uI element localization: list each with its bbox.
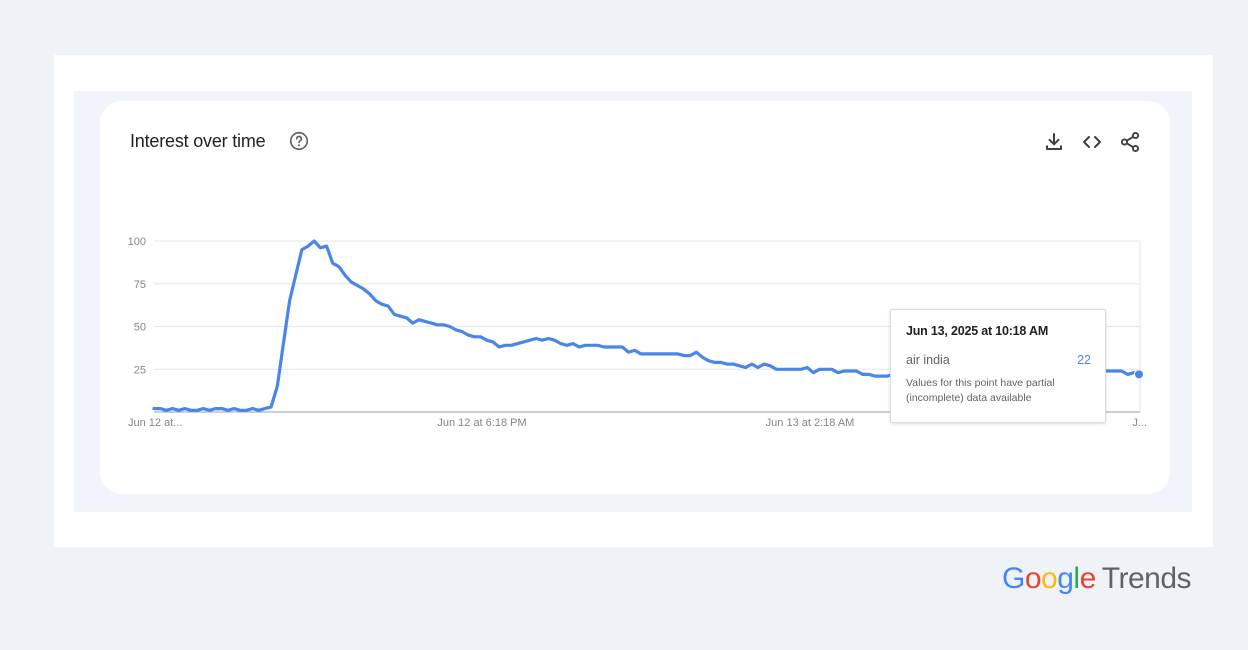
tooltip-row: air india 22 [906, 353, 1091, 367]
logo-letter: G [1002, 562, 1025, 595]
x-tick-label: Jun 13 at 2:18 AM [766, 417, 855, 429]
card-title: Interest over time [130, 131, 266, 151]
tooltip-note: Values for this point have partial (inco… [906, 376, 1091, 406]
data-point-tooltip: Jun 13, 2025 at 10:18 AM air india 22 Va… [890, 309, 1106, 423]
x-tick-label: Jun 12 at 6:18 PM [437, 417, 526, 429]
interest-over-time-card: Interest over time [100, 101, 1170, 494]
google-trends-logo: Google Trends [1002, 562, 1192, 596]
logo-letter: e [1079, 562, 1097, 595]
tooltip-note-line-2: (incomplete) data available [906, 392, 1032, 404]
x-tick-label: J... [1132, 417, 1147, 429]
download-icon[interactable] [1042, 130, 1066, 154]
tooltip-note-line-1: Values for this point have partial [906, 377, 1055, 389]
embed-code-icon[interactable] [1080, 130, 1104, 154]
logo-letter: o [1024, 562, 1042, 595]
y-tick-label: 50 [134, 322, 146, 334]
y-tick-label: 100 [128, 236, 146, 248]
y-tick-label: 25 [134, 364, 146, 376]
tooltip-term: air india [906, 353, 950, 367]
logo-letter: l [1073, 562, 1080, 595]
share-icon[interactable] [1118, 130, 1142, 154]
x-tick-label: Jun 12 at... [128, 417, 182, 429]
embed-frame: Interest over time [54, 55, 1213, 547]
interest-line-chart[interactable]: 100 75 50 25 Jun 12 at... Jun 12 at 6:18 PM Ju… [100, 101, 1170, 494]
logo-trends-word: Trends [1101, 562, 1192, 595]
chart-toolbar [1042, 130, 1142, 154]
y-tick-label: 75 [134, 279, 146, 291]
tooltip-date: Jun 13, 2025 at 10:18 AM [906, 324, 1049, 338]
embed-background: Interest over time [74, 91, 1192, 512]
help-circle-icon[interactable] [288, 130, 310, 152]
tooltip-value: 22 [1077, 353, 1091, 367]
hover-point-marker [1134, 369, 1144, 380]
logo-letter: g [1057, 562, 1074, 595]
logo-letter: o [1041, 562, 1058, 595]
